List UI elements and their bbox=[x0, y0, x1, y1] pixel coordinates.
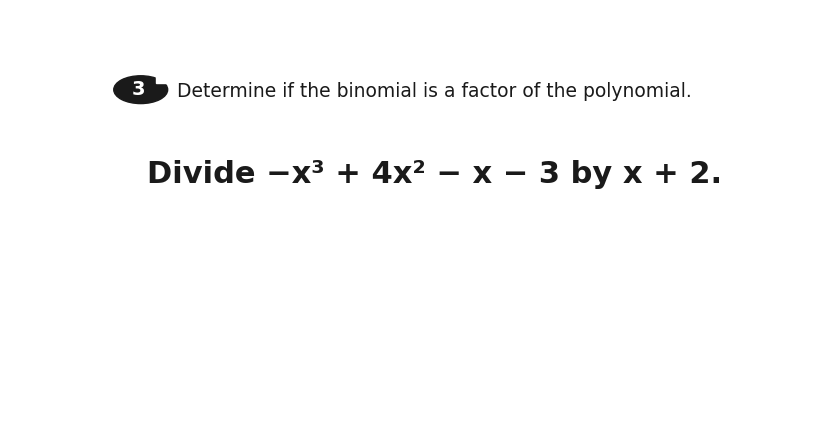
Text: Determine if the binomial is a factor of the polynomial.: Determine if the binomial is a factor of… bbox=[177, 83, 691, 101]
Polygon shape bbox=[155, 72, 171, 83]
Text: Divide −x³ + 4x² − x − 3 by x + 2.: Divide −x³ + 4x² − x − 3 by x + 2. bbox=[147, 160, 721, 189]
Text: 3: 3 bbox=[131, 80, 145, 99]
Circle shape bbox=[113, 76, 167, 104]
